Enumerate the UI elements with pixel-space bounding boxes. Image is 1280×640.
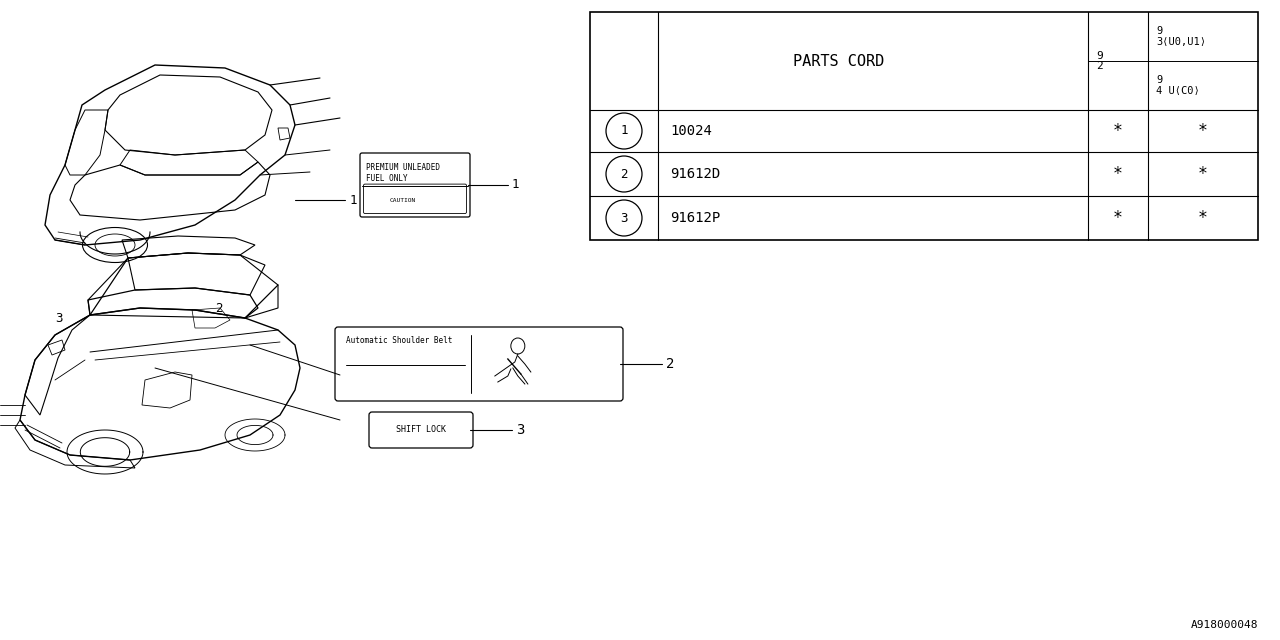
Text: A918000048: A918000048 [1190, 620, 1258, 630]
Text: PREMIUM UNLEADED: PREMIUM UNLEADED [366, 163, 440, 172]
Text: 3: 3 [621, 211, 627, 225]
Text: 2: 2 [621, 168, 627, 180]
Bar [590, 12, 1258, 240]
Text: *: * [1114, 209, 1123, 227]
Text: 1: 1 [621, 125, 627, 138]
Text: *: * [1198, 122, 1208, 140]
Text: PARTS CORD: PARTS CORD [794, 54, 884, 68]
Text: 9
2: 9 2 [1096, 51, 1103, 72]
Text: Automatic Shoulder Belt: Automatic Shoulder Belt [346, 336, 452, 345]
Text: 9
4 U⟨C0⟩: 9 4 U⟨C0⟩ [1156, 75, 1199, 96]
Text: 91612P: 91612P [669, 211, 721, 225]
Text: *: * [1198, 209, 1208, 227]
Text: 3: 3 [55, 312, 63, 324]
Text: FUEL ONLY: FUEL ONLY [366, 174, 407, 183]
Text: 3: 3 [516, 423, 525, 437]
Text: 2: 2 [215, 301, 223, 314]
Text: 10024: 10024 [669, 124, 712, 138]
Text: 2: 2 [666, 357, 675, 371]
Text: 9
3⟨U0,U1⟩: 9 3⟨U0,U1⟩ [1156, 26, 1206, 47]
Text: *: * [1114, 165, 1123, 183]
Text: CAUTION: CAUTION [389, 198, 416, 203]
Text: 91612D: 91612D [669, 167, 721, 181]
Text: SHIFT LOCK: SHIFT LOCK [396, 426, 445, 435]
Text: *: * [1114, 122, 1123, 140]
Text: *: * [1198, 165, 1208, 183]
Text: 1: 1 [512, 179, 520, 191]
Text: 1: 1 [349, 193, 357, 207]
